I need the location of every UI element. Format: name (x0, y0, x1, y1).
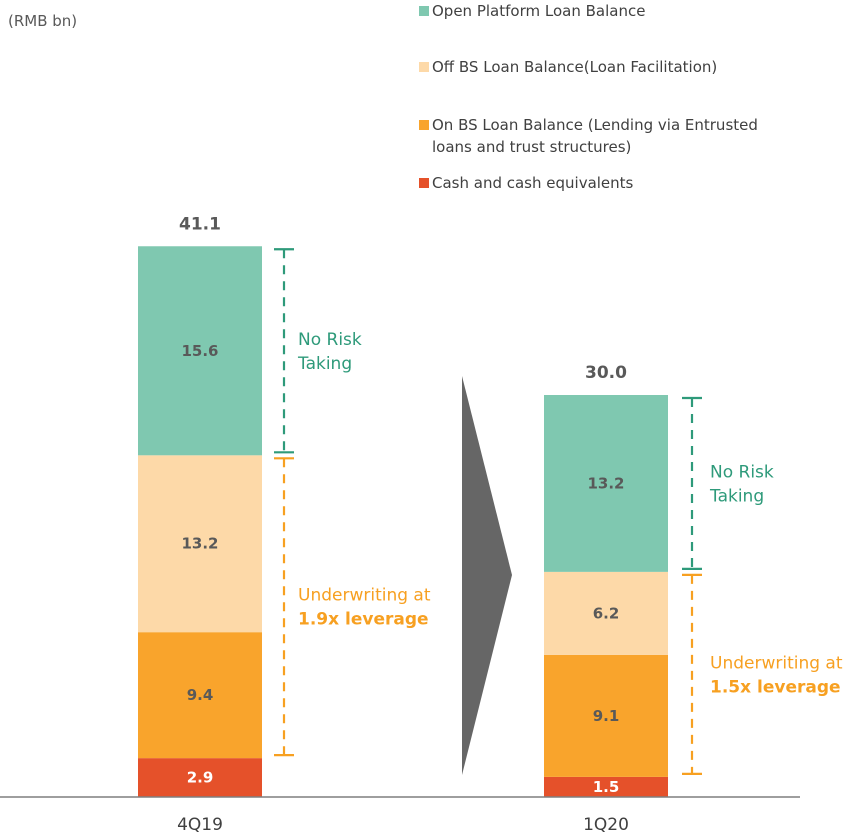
bar-segment-on-bs-4q19 (138, 632, 262, 759)
bar-segment-off-bs-4q19 (138, 455, 262, 633)
legend-label-cash: Cash and cash equivalents (432, 174, 634, 192)
bar-segment-open-platform-4q19 (138, 246, 262, 456)
total-label-4q19: 41.1 (179, 214, 221, 234)
annotation-underwriting-0: 1.9x leverage (298, 610, 429, 630)
bar-segment-off-bs-1q20 (544, 571, 668, 655)
annotation-underwriting-1: 1.5x leverage (710, 677, 841, 697)
bar-segment-open-platform-1q20 (544, 395, 668, 572)
annotation-underwriting-1: Underwriting at (710, 653, 843, 673)
annotation-no-risk-0: Taking (297, 354, 352, 374)
data-label-on-bs-4q19: 9.4 (187, 686, 214, 704)
data-label-cash-4q19: 2.9 (187, 769, 214, 787)
legend-swatch-open-platform (419, 6, 429, 16)
bar-segment-cash-4q19 (138, 758, 262, 797)
data-label-open-platform-1q20: 13.2 (587, 474, 624, 492)
category-label-1q20: 1Q20 (583, 815, 629, 835)
legend-swatch-off-bs (419, 62, 429, 72)
data-label-cash-1q20: 1.5 (593, 778, 620, 796)
legend-label-open-platform: Open Platform Loan Balance (432, 2, 645, 20)
legend-swatch-on-bs (419, 120, 429, 130)
legend-label-off-bs: Off BS Loan Balance(Loan Facilitation) (432, 58, 717, 76)
annotation-no-risk-1: No Risk (710, 462, 774, 482)
transition-arrow (462, 376, 512, 775)
bar-segment-cash-1q20 (544, 776, 668, 797)
legend-swatch-cash (419, 178, 429, 188)
legend-label-on-bs: On BS Loan Balance (Lending via Entruste… (432, 116, 758, 134)
legend-label-on-bs: loans and trust structures) (432, 138, 631, 156)
data-label-open-platform-4q19: 15.6 (181, 342, 218, 360)
data-label-on-bs-1q20: 9.1 (593, 707, 620, 725)
data-label-off-bs-4q19: 13.2 (181, 535, 218, 553)
annotation-underwriting-0: Underwriting at (298, 586, 431, 606)
data-label-off-bs-1q20: 6.2 (593, 604, 620, 622)
annotation-no-risk-0: No Risk (298, 330, 362, 350)
category-label-4q19: 4Q19 (177, 815, 223, 835)
annotation-no-risk-1: Taking (709, 486, 764, 506)
bar-segment-on-bs-1q20 (544, 654, 668, 777)
total-label-1q20: 30.0 (585, 363, 627, 383)
unit-label: (RMB bn) (8, 12, 77, 30)
